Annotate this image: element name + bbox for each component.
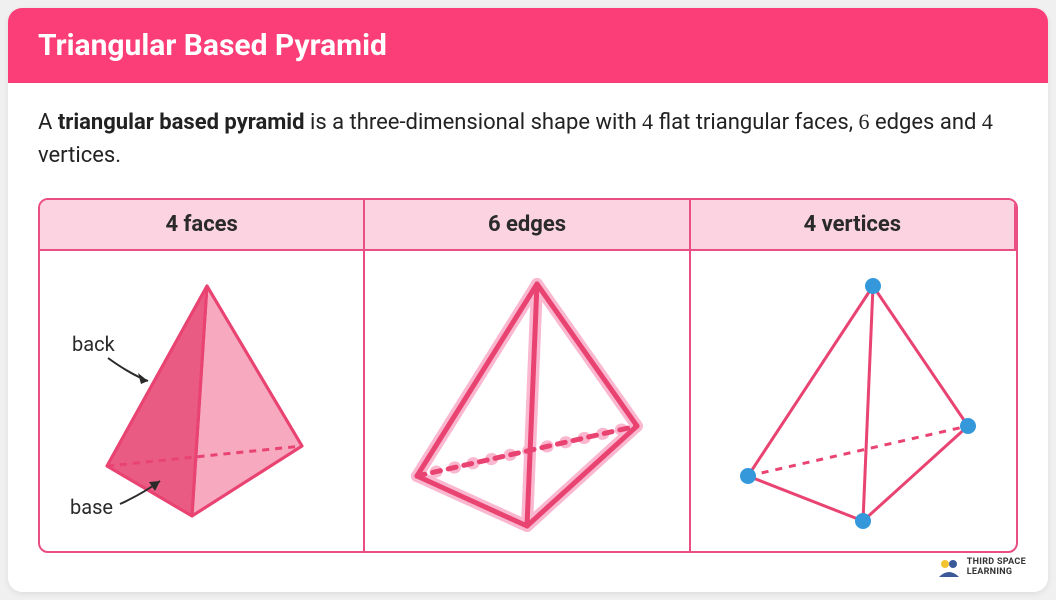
term: triangular based pyramid <box>58 110 305 135</box>
col-header-edges: 6 edges <box>365 200 690 251</box>
col-header-vertices: 4 vertices <box>691 200 1016 251</box>
svg-text:back: back <box>72 332 116 356</box>
faces-diagram: back base <box>52 256 352 546</box>
brand-logo: THIRD SPACE LEARNING <box>937 558 1026 578</box>
properties-table: 4 faces 6 edges 4 vertices back base <box>38 198 1018 553</box>
logo-icon <box>937 559 961 577</box>
edges-cell <box>365 251 690 551</box>
vertices-diagram <box>703 256 1003 546</box>
logo-text: THIRD SPACE LEARNING <box>967 558 1026 578</box>
description: A triangular based pyramid is a three-di… <box>38 105 1018 172</box>
card-title: Triangular Based Pyramid <box>38 28 387 63</box>
info-card: Triangular Based Pyramid A triangular ba… <box>8 8 1048 592</box>
vertices-cell <box>691 251 1016 551</box>
edges-diagram <box>377 256 677 546</box>
col-header-faces: 4 faces <box>40 200 365 251</box>
faces-cell: back base <box>40 251 365 551</box>
card-header: Triangular Based Pyramid <box>8 8 1048 83</box>
svg-text:base: base <box>70 495 113 519</box>
card-body: A triangular based pyramid is a three-di… <box>8 83 1048 563</box>
